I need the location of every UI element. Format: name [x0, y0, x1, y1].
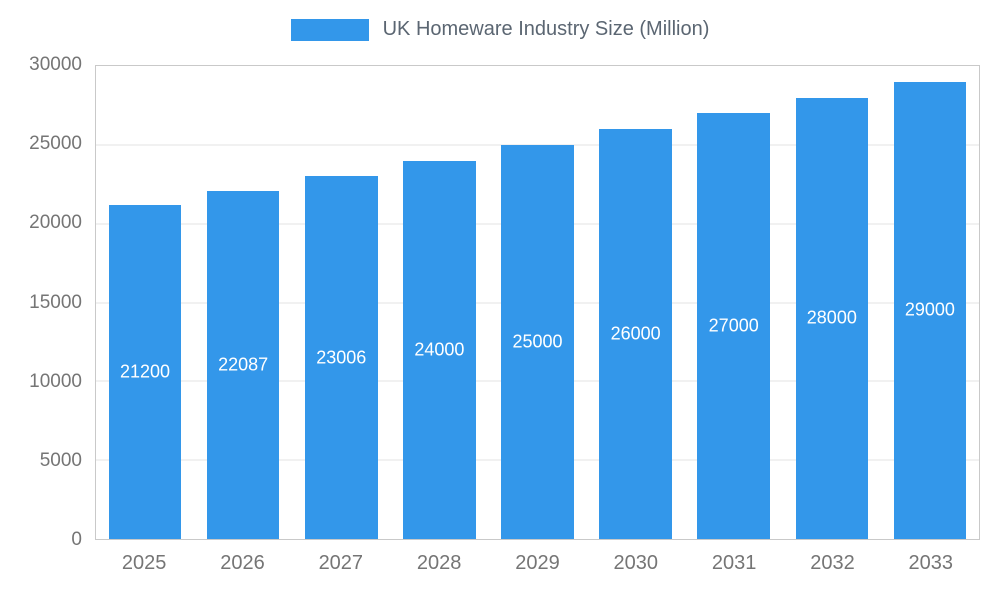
chart-title: UK Homeware Industry Size (Million)	[382, 18, 710, 40]
bar-2029: 25000	[501, 144, 574, 539]
bars: 21200 22087 23006 24000 25000 26000 27000 28000…	[96, 66, 979, 539]
y-axis-label: 25000	[29, 133, 82, 155]
bar-value-label: 23006	[316, 347, 367, 368]
bar-value-label: 22087	[218, 354, 269, 375]
bar-value-label: 26000	[610, 323, 661, 344]
bar-slot: 29000	[881, 66, 979, 539]
bar-slot: 21200	[96, 66, 194, 539]
y-axis-label: 30000	[29, 54, 82, 75]
bar-slot: 26000	[587, 66, 685, 539]
y-axis-label: 5000	[39, 449, 82, 471]
bar-slot: 25000	[488, 66, 586, 539]
bar-2025: 21200	[108, 204, 182, 539]
bar-value-label: 21200	[120, 361, 171, 382]
bar-2027: 23006	[304, 176, 378, 539]
bar-value-label: 27000	[708, 315, 759, 336]
bar-slot: 24000	[390, 66, 488, 539]
x-axis-label: 2027	[318, 552, 364, 574]
legend-swatch	[290, 18, 369, 41]
x-axis-label: 2026	[220, 552, 265, 574]
bar-slot: 23006	[292, 66, 390, 539]
bar-2028: 24000	[403, 160, 476, 539]
bar-2032: 28000	[795, 97, 869, 539]
bar-value-label: 28000	[806, 307, 857, 328]
bar-slot: 28000	[783, 66, 881, 539]
bar-2026: 22087	[206, 190, 280, 539]
y-axis-label: 0	[71, 529, 82, 550]
bar-slot: 27000	[685, 66, 783, 539]
bar-2033: 29000	[893, 81, 967, 539]
x-axis-label: 2031	[711, 552, 757, 574]
y-axis-label: 15000	[29, 291, 82, 313]
y-axis: 0 5000 10000 15000 20000 25000 30000	[0, 54, 82, 550]
bar-2031: 27000	[697, 113, 770, 539]
x-axis-label: 2033	[908, 552, 954, 574]
bar-value-label: 24000	[414, 339, 465, 360]
x-axis-label: 2025	[121, 552, 167, 574]
bar-value-label: 25000	[512, 331, 563, 352]
y-axis-label: 20000	[29, 212, 82, 234]
x-axis-label: 2028	[416, 552, 462, 574]
legend: UK Homeware Industry Size (Million)	[0, 18, 1000, 41]
bar-value-label: 29000	[904, 299, 955, 320]
bar-slot: 22087	[194, 66, 292, 539]
x-axis-label: 2029	[515, 552, 560, 574]
plot-area: 21200 22087 23006 24000 25000 26000 27000 28000…	[95, 65, 980, 540]
x-axis-label: 2032	[810, 552, 855, 574]
y-axis-label: 10000	[29, 370, 82, 392]
x-axis: 2025 2026 2027 2028 2029 2030 2031 2032 2033	[95, 552, 980, 586]
bar-2030: 26000	[599, 129, 672, 539]
x-axis-label: 2030	[613, 552, 659, 574]
